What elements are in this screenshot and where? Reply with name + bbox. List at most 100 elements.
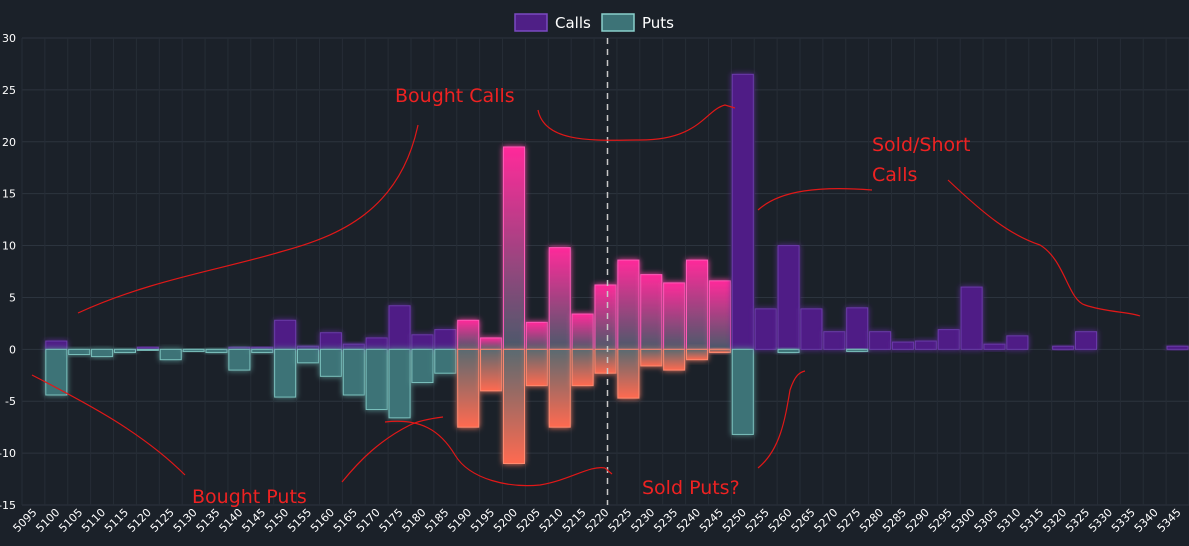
bar-puts-5250[interactable] (731, 348, 754, 435)
y-tick-label: 10 (2, 240, 16, 253)
x-tick-label: 5135 (194, 506, 223, 535)
x-tick-label: 5270 (811, 506, 840, 535)
bar-calls-5235[interactable] (663, 282, 686, 350)
bar-calls-5225[interactable] (617, 259, 640, 350)
bar-puts-5185[interactable] (434, 348, 457, 374)
bar-calls-5300[interactable] (960, 286, 983, 350)
bar-calls-5295[interactable] (937, 329, 960, 350)
x-tick-label: 5300 (949, 506, 978, 535)
x-tick-label: 5290 (903, 506, 932, 535)
legend-swatch-puts[interactable] (601, 13, 635, 32)
bar-puts-5195[interactable] (480, 348, 503, 392)
annotation-curve-bought-puts (31, 374, 186, 476)
y-tick-label: -10 (0, 447, 16, 460)
x-tick-label: 5195 (468, 506, 497, 535)
bar-puts-5210[interactable] (548, 348, 571, 428)
x-tick-label: 5180 (400, 506, 429, 535)
y-tick-label: 5 (9, 291, 16, 304)
x-tick-label: 5170 (354, 506, 383, 535)
y-tick-label: -5 (5, 395, 16, 408)
legend-label-puts: Puts (642, 14, 674, 32)
x-tick-label: 5310 (995, 506, 1024, 535)
bar-calls-5215[interactable] (571, 313, 594, 350)
annotation-curve-short-calls-right (947, 179, 1141, 317)
bar-calls-5195[interactable] (480, 337, 503, 350)
x-tick-label: 5260 (766, 506, 795, 535)
bar-calls-5270[interactable] (823, 331, 846, 350)
x-tick-label: 5275 (834, 506, 863, 535)
bar-puts-5240[interactable] (686, 348, 709, 361)
x-tick-label: 5190 (445, 506, 474, 535)
x-tick-label: 5240 (674, 506, 703, 535)
x-tick-label: 5265 (789, 506, 818, 535)
bar-calls-5170[interactable] (365, 337, 388, 350)
bar-puts-5235[interactable] (663, 348, 686, 371)
y-tick-label: 0 (9, 343, 16, 356)
bar-calls-5255[interactable] (754, 308, 777, 350)
bars (45, 73, 1189, 464)
bar-calls-5275[interactable] (846, 307, 869, 350)
bar-calls-5175[interactable] (388, 305, 411, 350)
bar-calls-5265[interactable] (800, 308, 823, 350)
bar-puts-5205[interactable] (525, 348, 548, 387)
annotation-curve-short-calls-left (757, 188, 873, 211)
annotation-curve-sold-puts-right (757, 370, 806, 469)
bar-calls-5260[interactable] (777, 245, 800, 350)
bar-puts-5230[interactable] (640, 348, 663, 367)
bar-puts-5225[interactable] (617, 348, 640, 399)
x-tick-label: 5145 (239, 506, 268, 535)
bar-puts-5180[interactable] (411, 348, 434, 384)
annotations (31, 104, 1141, 487)
x-tick-label: 5250 (720, 506, 749, 535)
x-tick-label: 5155 (285, 506, 314, 535)
legend-label-calls: Calls (555, 14, 591, 32)
bar-calls-5160[interactable] (319, 332, 342, 350)
bar-puts-5150[interactable] (274, 348, 297, 398)
x-tick-label: 5160 (308, 506, 337, 535)
bar-puts-5220[interactable] (594, 348, 617, 374)
x-tick-label: 5165 (331, 506, 360, 535)
bar-calls-5210[interactable] (548, 247, 571, 350)
bar-calls-5245[interactable] (708, 280, 731, 350)
bar-calls-5250[interactable] (731, 73, 754, 350)
x-tick-label: 5305 (972, 506, 1001, 535)
bar-calls-5220[interactable] (594, 284, 617, 350)
bar-calls-5280[interactable] (869, 331, 892, 350)
bar-puts-5190[interactable] (457, 348, 480, 428)
bar-calls-5185[interactable] (434, 329, 457, 350)
annotation-sold-puts: Sold Puts? (642, 477, 740, 499)
bar-calls-5325[interactable] (1075, 331, 1098, 350)
x-tick-label: 5205 (514, 506, 543, 535)
x-tick-label: 5335 (1109, 506, 1138, 535)
bar-puts-5125[interactable] (159, 348, 182, 361)
y-tick-label: 30 (2, 32, 16, 45)
bar-calls-5180[interactable] (411, 334, 434, 350)
x-tick-label: 5105 (56, 506, 85, 535)
x-tick-label: 5215 (560, 506, 589, 535)
bar-puts-5165[interactable] (342, 348, 365, 396)
bar-calls-5205[interactable] (525, 321, 548, 350)
x-tick-label: 5140 (217, 506, 246, 535)
x-tick-label: 5175 (377, 506, 406, 535)
bar-puts-5170[interactable] (365, 348, 388, 411)
legend: Calls Puts (514, 13, 674, 32)
bar-puts-5200[interactable] (502, 348, 525, 464)
bar-calls-5200[interactable] (502, 146, 525, 350)
annotation-sold-short: Sold/Short (872, 134, 970, 156)
legend-swatch-calls[interactable] (514, 13, 548, 32)
bar-puts-5160[interactable] (319, 348, 342, 377)
bar-calls-5240[interactable] (686, 259, 709, 350)
x-tick-label: 5315 (1017, 506, 1046, 535)
bar-puts-5155[interactable] (297, 348, 320, 364)
y-axis: -15 -10 -5 0 5 10 15 20 25 30 (0, 32, 16, 512)
bar-puts-5140[interactable] (228, 348, 251, 371)
bar-calls-5310[interactable] (1006, 335, 1029, 350)
bar-puts-5215[interactable] (571, 348, 594, 387)
bar-calls-5150[interactable] (274, 319, 297, 350)
bar-calls-5230[interactable] (640, 274, 663, 350)
x-tick-label: 5330 (1086, 506, 1115, 535)
x-tick-label: 5245 (697, 506, 726, 535)
bar-calls-5190[interactable] (457, 319, 480, 350)
x-tick-label: 5320 (1040, 506, 1069, 535)
bar-puts-5175[interactable] (388, 348, 411, 419)
